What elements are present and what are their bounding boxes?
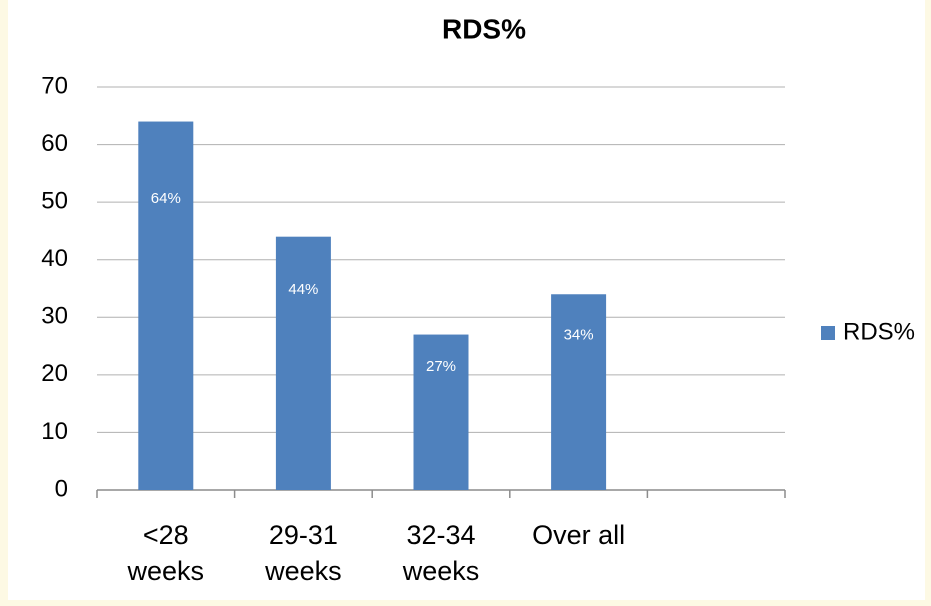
y-tick-label: 20	[41, 360, 68, 387]
data-label: 34%	[564, 326, 594, 343]
data-label: 44%	[288, 281, 318, 298]
data-label: 27%	[426, 358, 456, 375]
legend-label: RDS%	[843, 318, 915, 345]
x-tick-label: <28 weeks	[127, 520, 205, 586]
x-tick-label: 29-31 weeks	[265, 520, 342, 586]
bar	[275, 236, 331, 490]
chart-title: RDS%	[442, 13, 526, 44]
y-tick-label: 50	[41, 187, 68, 214]
x-tick-label: Over all	[532, 520, 626, 550]
y-tick-label: 10	[41, 418, 68, 445]
legend-swatch	[821, 326, 835, 340]
y-tick-label: 40	[41, 245, 68, 272]
y-tick-label: 0	[55, 475, 68, 502]
bar	[413, 334, 469, 490]
bar	[138, 121, 194, 491]
data-label: 64%	[151, 190, 181, 207]
x-tick-label: 32-34 weeks	[402, 520, 480, 586]
y-tick-label: 60	[41, 130, 68, 157]
y-tick-label: 70	[41, 72, 68, 99]
bar	[551, 294, 607, 490]
y-tick-label: 30	[41, 303, 68, 330]
